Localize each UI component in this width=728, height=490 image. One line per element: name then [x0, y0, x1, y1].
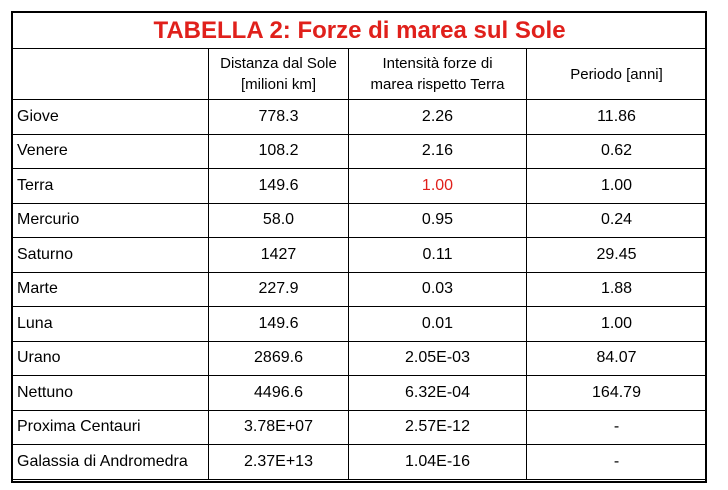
- row-intensity-highlight: 1.00: [348, 168, 527, 204]
- row-distance: 227.9: [208, 271, 349, 307]
- row-intensity: 0.03: [348, 271, 527, 307]
- row-period: 0.24: [525, 202, 708, 238]
- row-name: Venere: [12, 133, 209, 169]
- row-name: Proxima Centauri: [12, 409, 209, 445]
- row-intensity: 6.32E-04: [348, 375, 527, 411]
- table-row: Venere 108.2 2.16 0.62: [12, 133, 708, 169]
- row-name: Galassia di Andromedra: [12, 444, 209, 480]
- table-row: Galassia di Andromedra 2.37E+13 1.04E-16…: [12, 444, 708, 480]
- table-row: Marte 227.9 0.03 1.88: [12, 271, 708, 307]
- row-name: Luna: [12, 306, 209, 342]
- row-period: 84.07: [525, 340, 708, 376]
- table-title: TABELLA 2: Forze di marea sul Sole: [11, 12, 708, 49]
- row-name: Terra: [12, 168, 209, 204]
- row-distance: 149.6: [208, 168, 349, 204]
- row-distance: 108.2: [208, 133, 349, 169]
- row-name: Nettuno: [12, 375, 209, 411]
- row-distance: 4496.6: [208, 375, 349, 411]
- row-distance: 2.37E+13: [208, 444, 349, 480]
- row-period: 1.00: [525, 168, 708, 204]
- header-row: Distanza dal Sole [milioni km] Intensità…: [12, 48, 708, 100]
- row-intensity: 0.01: [348, 306, 527, 342]
- header-intensity: Intensità forze di marea rispetto Terra: [348, 48, 527, 100]
- row-period: 1.88: [525, 271, 708, 307]
- table-row: Terra 149.6 1.00 1.00: [12, 168, 708, 204]
- row-intensity: 0.95: [348, 202, 527, 238]
- header-distance: Distanza dal Sole [milioni km]: [208, 48, 349, 100]
- row-distance: 1427: [208, 237, 349, 273]
- header-distance-line2: [milioni km]: [240, 76, 316, 93]
- row-intensity: 2.57E-12: [348, 409, 527, 445]
- header-period: Periodo [anni]: [525, 48, 708, 100]
- row-distance: 778.3: [208, 99, 349, 135]
- row-period: 29.45: [525, 237, 708, 273]
- row-intensity: 2.05E-03: [348, 340, 527, 376]
- table-row: Giove 778.3 2.26 11.86: [12, 99, 708, 135]
- row-period: 11.86: [525, 99, 708, 135]
- row-period: -: [525, 444, 708, 480]
- row-intensity: 1.04E-16: [348, 444, 527, 480]
- header-intensity-line2: marea rispetto Terra: [370, 76, 505, 93]
- row-period: 1.00: [525, 306, 708, 342]
- row-intensity: 0.11: [348, 237, 527, 273]
- row-intensity: 2.16: [348, 133, 527, 169]
- row-name: Saturno: [12, 237, 209, 273]
- table-row: Urano 2869.6 2.05E-03 84.07: [12, 340, 708, 376]
- header-intensity-line1: Intensità forze di: [382, 55, 493, 72]
- row-name: Giove: [12, 99, 209, 135]
- row-distance: 58.0: [208, 202, 349, 238]
- row-distance: 149.6: [208, 306, 349, 342]
- tides-table: TABELLA 2: Forze di marea sul Sole Dista…: [11, 12, 708, 480]
- title-row: TABELLA 2: Forze di marea sul Sole: [11, 12, 708, 49]
- row-period: -: [525, 409, 708, 445]
- row-name: Marte: [12, 271, 209, 307]
- header-distance-line1: Distanza dal Sole: [220, 55, 337, 72]
- table-row: Mercurio 58.0 0.95 0.24: [12, 202, 708, 238]
- row-distance: 3.78E+07: [208, 409, 349, 445]
- row-period: 164.79: [525, 375, 708, 411]
- table-row: Luna 149.6 0.01 1.00: [12, 306, 708, 342]
- header-name-cell: [12, 48, 209, 100]
- table-row: Saturno 1427 0.11 29.45: [12, 237, 708, 273]
- row-intensity: 2.26: [348, 99, 527, 135]
- row-name: Mercurio: [12, 202, 209, 238]
- table-row: Nettuno 4496.6 6.32E-04 164.79: [12, 375, 708, 411]
- table-row: Proxima Centauri 3.78E+07 2.57E-12 -: [12, 409, 708, 445]
- row-name: Urano: [12, 340, 209, 376]
- row-distance: 2869.6: [208, 340, 349, 376]
- row-period: 0.62: [525, 133, 708, 169]
